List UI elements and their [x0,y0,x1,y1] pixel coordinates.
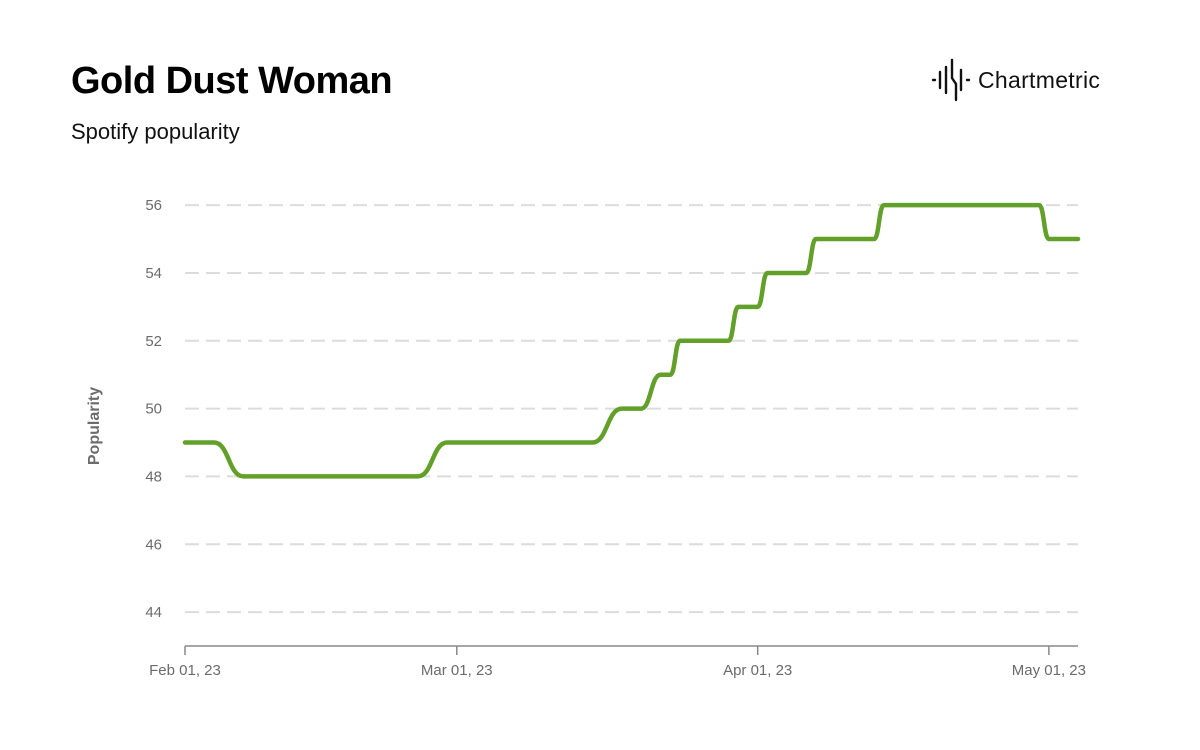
x-tick-label: Mar 01, 23 [421,662,493,679]
y-tick-label: 46 [145,536,162,553]
x-tick-labels: Feb 01, 23 Mar 01, 23 Apr 01, 23 May 01, 23 [149,646,1086,679]
data-series [182,202,1081,479]
y-tick-labels: 44 46 48 50 52 54 56 [145,197,162,621]
y-tick-label: 54 [145,265,162,282]
y-tick-label: 44 [145,604,162,621]
x-tick-label: May 01, 23 [1012,662,1086,679]
chart-title: Gold Dust Woman [71,60,393,102]
brand-logo: Chartmetric [930,58,1100,102]
y-tick-label: 50 [145,401,162,418]
y-tick-label: 48 [145,468,162,485]
series-line [182,202,1081,479]
x-tick-label: Feb 01, 23 [149,662,221,679]
chart-subtitle: Spotify popularity [71,119,240,144]
y-axis-title: Popularity [86,387,103,465]
y-tick-label: 56 [145,197,162,214]
waveform-logo-icon [931,58,971,102]
y-tick-label: 52 [145,333,162,350]
x-tick-label: Apr 01, 23 [723,662,792,679]
brand-name: Chartmetric [978,66,1101,93]
